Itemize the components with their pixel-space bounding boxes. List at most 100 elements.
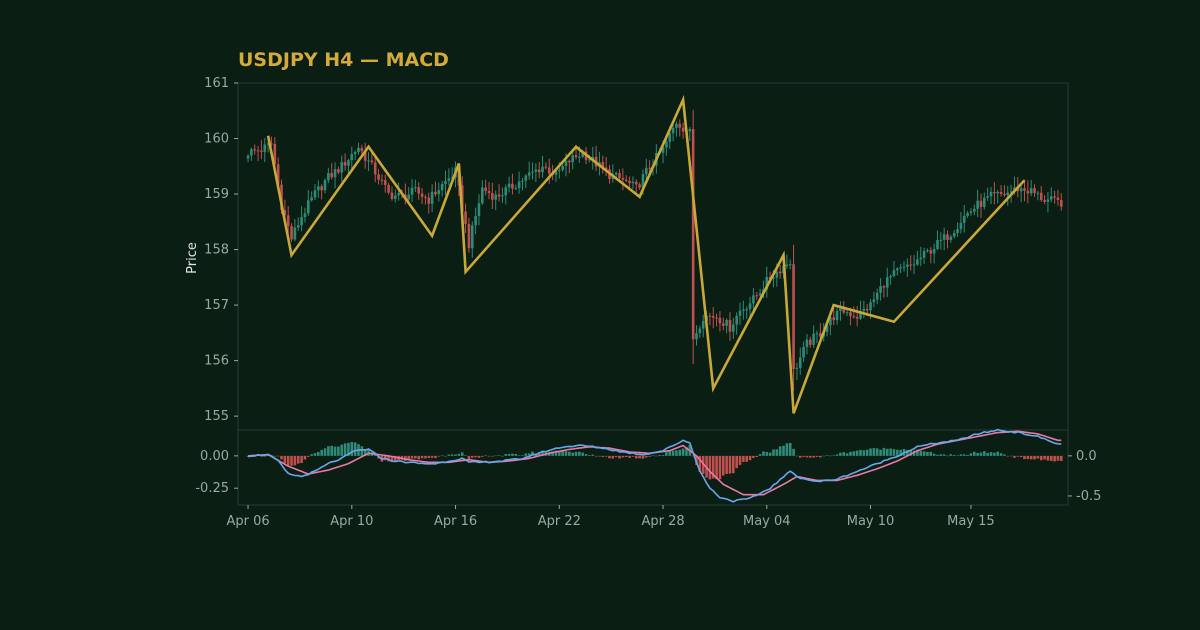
candle-body xyxy=(477,203,481,216)
candle xyxy=(246,154,250,163)
candle-body xyxy=(802,346,805,358)
candle-body xyxy=(527,172,531,176)
macd-histogram-bar xyxy=(1026,455,1030,460)
candle xyxy=(879,278,882,301)
macd-histogram-bar xyxy=(427,455,431,458)
macd-panel: 0.00 -0.25 0.0 -0.5 xyxy=(195,428,1101,506)
macd-histogram-bar xyxy=(969,453,973,456)
macd-histogram-bar xyxy=(1019,455,1023,458)
macd-histogram-bar xyxy=(414,455,417,459)
candle xyxy=(494,190,498,210)
candle xyxy=(839,301,842,321)
candle-body xyxy=(972,208,976,212)
candle xyxy=(755,292,759,300)
macd-histogram-bar xyxy=(333,446,337,456)
candle xyxy=(738,302,742,325)
macd-line xyxy=(247,428,1062,503)
candle xyxy=(1053,190,1056,204)
macd-histogram-bar xyxy=(373,454,377,456)
candle-body xyxy=(711,315,715,318)
candle-body xyxy=(845,312,849,314)
candle xyxy=(899,263,902,274)
macd-histogram-bar xyxy=(290,455,293,466)
candle xyxy=(765,266,769,298)
candle xyxy=(986,187,989,201)
candle-body xyxy=(357,147,360,153)
candle xyxy=(926,248,929,253)
macd-histogram-bar xyxy=(266,455,270,457)
candle-body xyxy=(835,310,839,321)
macd-histogram-bar xyxy=(317,451,320,456)
candle-body xyxy=(387,184,390,193)
candle xyxy=(347,158,350,175)
candle-body xyxy=(942,234,946,240)
candle-body xyxy=(1003,193,1006,196)
candle-body xyxy=(691,129,695,340)
candle-body xyxy=(250,149,253,156)
candle-body xyxy=(604,167,608,170)
macd-histogram-bar xyxy=(387,455,390,462)
macd-histogram-bar xyxy=(464,455,467,456)
macd-histogram-bar xyxy=(460,452,464,456)
candle xyxy=(1043,195,1046,205)
macd-histogram-bar xyxy=(470,455,474,458)
candle xyxy=(531,162,534,180)
candle-body xyxy=(792,264,795,369)
candle xyxy=(350,146,354,170)
candle-body xyxy=(444,180,447,184)
candle-body xyxy=(909,264,913,266)
candle xyxy=(323,178,327,194)
macd-histogram-bar xyxy=(829,455,832,457)
macd-histogram-bar xyxy=(310,454,313,456)
candle-body xyxy=(414,187,417,189)
price-tick-label: 159 xyxy=(204,187,229,202)
candle-body xyxy=(467,223,471,249)
candle xyxy=(397,182,400,201)
candle-body xyxy=(290,226,293,240)
candle-body xyxy=(916,259,919,265)
candle xyxy=(447,168,451,186)
price-tick-label: 160 xyxy=(204,132,229,147)
candle-body xyxy=(276,164,280,185)
x-tick-label: May 04 xyxy=(743,514,791,529)
macd-panel-frame xyxy=(237,429,1069,506)
macd-histogram-bar xyxy=(1003,454,1006,456)
candle-body xyxy=(725,319,728,326)
macd-histogram-bar xyxy=(574,451,578,456)
macd-histogram-bar xyxy=(306,455,310,457)
macd-histogram-bar xyxy=(725,455,728,474)
candle-body xyxy=(778,271,782,274)
macd-histogram-bar xyxy=(788,442,792,456)
candle xyxy=(511,173,514,195)
macd-histogram-bar xyxy=(568,451,571,456)
candle xyxy=(902,261,906,272)
candle-body xyxy=(1033,188,1036,193)
candle-body xyxy=(815,333,819,335)
candle xyxy=(892,260,896,278)
price-panel-frame xyxy=(237,82,1069,431)
macd-histogram-bar xyxy=(273,455,277,457)
candle xyxy=(698,325,702,338)
candle-body xyxy=(875,292,879,300)
macd-histogram-bar xyxy=(541,450,544,456)
x-tick-label: Apr 10 xyxy=(330,514,373,529)
macd-histogram-bar xyxy=(805,455,809,458)
candle xyxy=(256,145,260,161)
candle-body xyxy=(966,213,969,216)
candle-body xyxy=(256,150,260,152)
candle-body xyxy=(735,315,738,325)
candle-body xyxy=(949,236,953,240)
macd-histogram-bar xyxy=(604,455,608,457)
candle xyxy=(591,146,595,170)
candle-body xyxy=(922,250,926,258)
candle xyxy=(889,274,892,285)
candle-body xyxy=(698,328,702,334)
macd-histogram-bar xyxy=(591,454,595,456)
candle xyxy=(491,182,494,209)
price-panel: 155 156 157 158 159 160 161 xyxy=(204,76,1069,431)
candle-body xyxy=(303,213,307,218)
candle xyxy=(514,184,518,190)
macd-histogram-bar xyxy=(798,455,802,458)
zigzag-line xyxy=(266,94,1026,414)
candle xyxy=(959,211,963,234)
